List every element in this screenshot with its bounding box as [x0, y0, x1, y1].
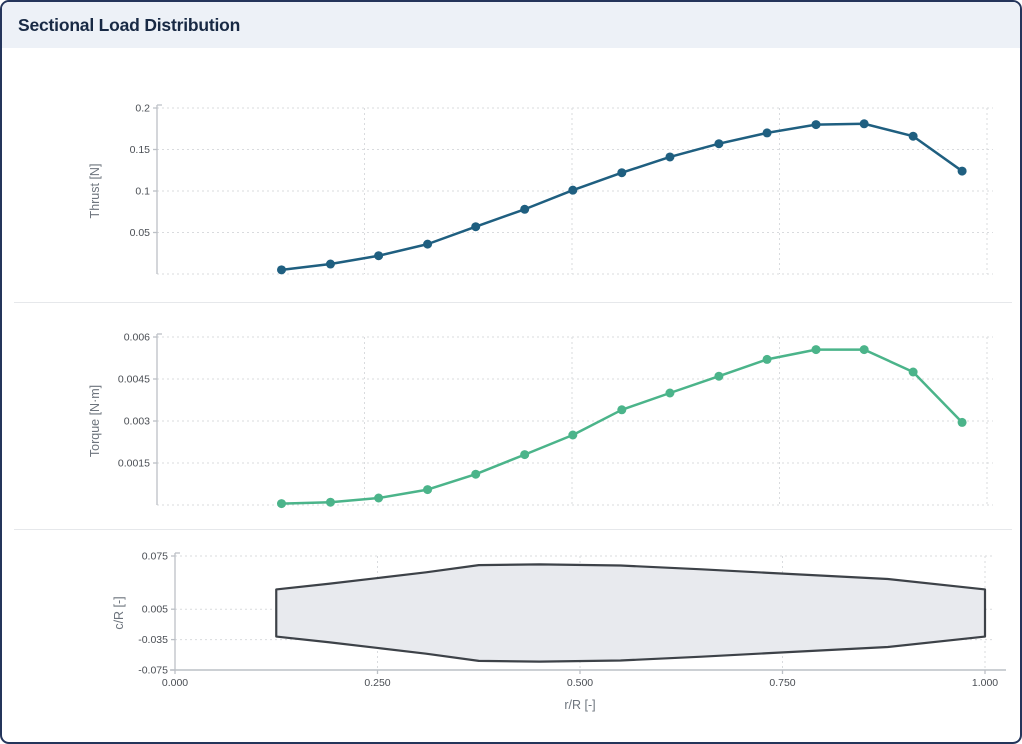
y-axis-title: Thrust [N] — [88, 164, 102, 219]
x-tick-label: 0.750 — [769, 677, 795, 689]
data-point-marker — [859, 119, 869, 129]
y-tick-label: -0.035 — [138, 634, 168, 646]
x-tick-label: 0.250 — [364, 677, 390, 689]
data-point-marker — [471, 222, 481, 232]
data-point-marker — [811, 345, 821, 355]
data-point-marker — [520, 450, 530, 460]
data-point-marker — [423, 485, 433, 495]
data-point-marker — [859, 345, 869, 355]
data-point-marker — [617, 405, 627, 415]
data-point-marker — [762, 354, 772, 364]
data-point-marker — [423, 239, 433, 249]
data-point-marker — [908, 131, 918, 141]
y-tick-label: 0.15 — [130, 144, 151, 156]
data-point-marker — [714, 139, 724, 149]
data-point-marker — [277, 265, 286, 275]
data-point-marker — [957, 166, 967, 176]
data-point-marker — [374, 493, 384, 503]
y-tick-label: 0.003 — [124, 416, 150, 428]
data-point-marker — [568, 185, 578, 195]
data-point-marker — [617, 168, 627, 178]
page-title: Sectional Load Distribution — [18, 14, 241, 35]
data-point-marker — [762, 128, 772, 138]
data-point-marker — [714, 371, 724, 381]
y-tick-label: -0.075 — [138, 665, 168, 677]
page-header: Sectional Load Distribution — [2, 2, 1020, 48]
y-axis-title: c/R [-] — [112, 596, 126, 629]
y-tick-label: 0.006 — [124, 332, 150, 344]
blade-planform-shape — [275, 563, 987, 663]
torque-distribution-line — [280, 348, 964, 505]
data-point-marker — [665, 388, 675, 398]
data-point-marker — [520, 204, 530, 214]
y-tick-label: 0.0045 — [118, 374, 150, 386]
y-tick-label: 0.05 — [130, 227, 151, 239]
x-tick-label: 0.500 — [567, 677, 593, 689]
y-tick-label: 0.075 — [142, 551, 168, 563]
data-point-marker — [568, 430, 578, 440]
data-point-marker — [374, 251, 384, 261]
data-point-marker — [665, 152, 675, 162]
x-axis-title: r/R [-] — [564, 698, 595, 712]
data-point-marker — [811, 120, 821, 130]
y-tick-label: 0.2 — [135, 103, 150, 115]
thrust-distribution-line — [280, 122, 964, 272]
y-axis-title: Torque [N·m] — [88, 385, 102, 457]
data-point-marker — [908, 367, 918, 377]
data-point-marker — [277, 499, 286, 509]
y-tick-label: 0.0015 — [118, 458, 150, 470]
data-point-marker — [325, 497, 335, 507]
y-tick-label: 0.1 — [135, 186, 150, 198]
x-tick-label: 1.000 — [972, 677, 998, 689]
data-point-marker — [957, 417, 967, 427]
x-tick-label: 0.000 — [162, 677, 188, 689]
data-point-marker — [325, 259, 335, 269]
y-tick-label: 0.005 — [142, 604, 168, 616]
data-point-marker — [471, 469, 481, 479]
